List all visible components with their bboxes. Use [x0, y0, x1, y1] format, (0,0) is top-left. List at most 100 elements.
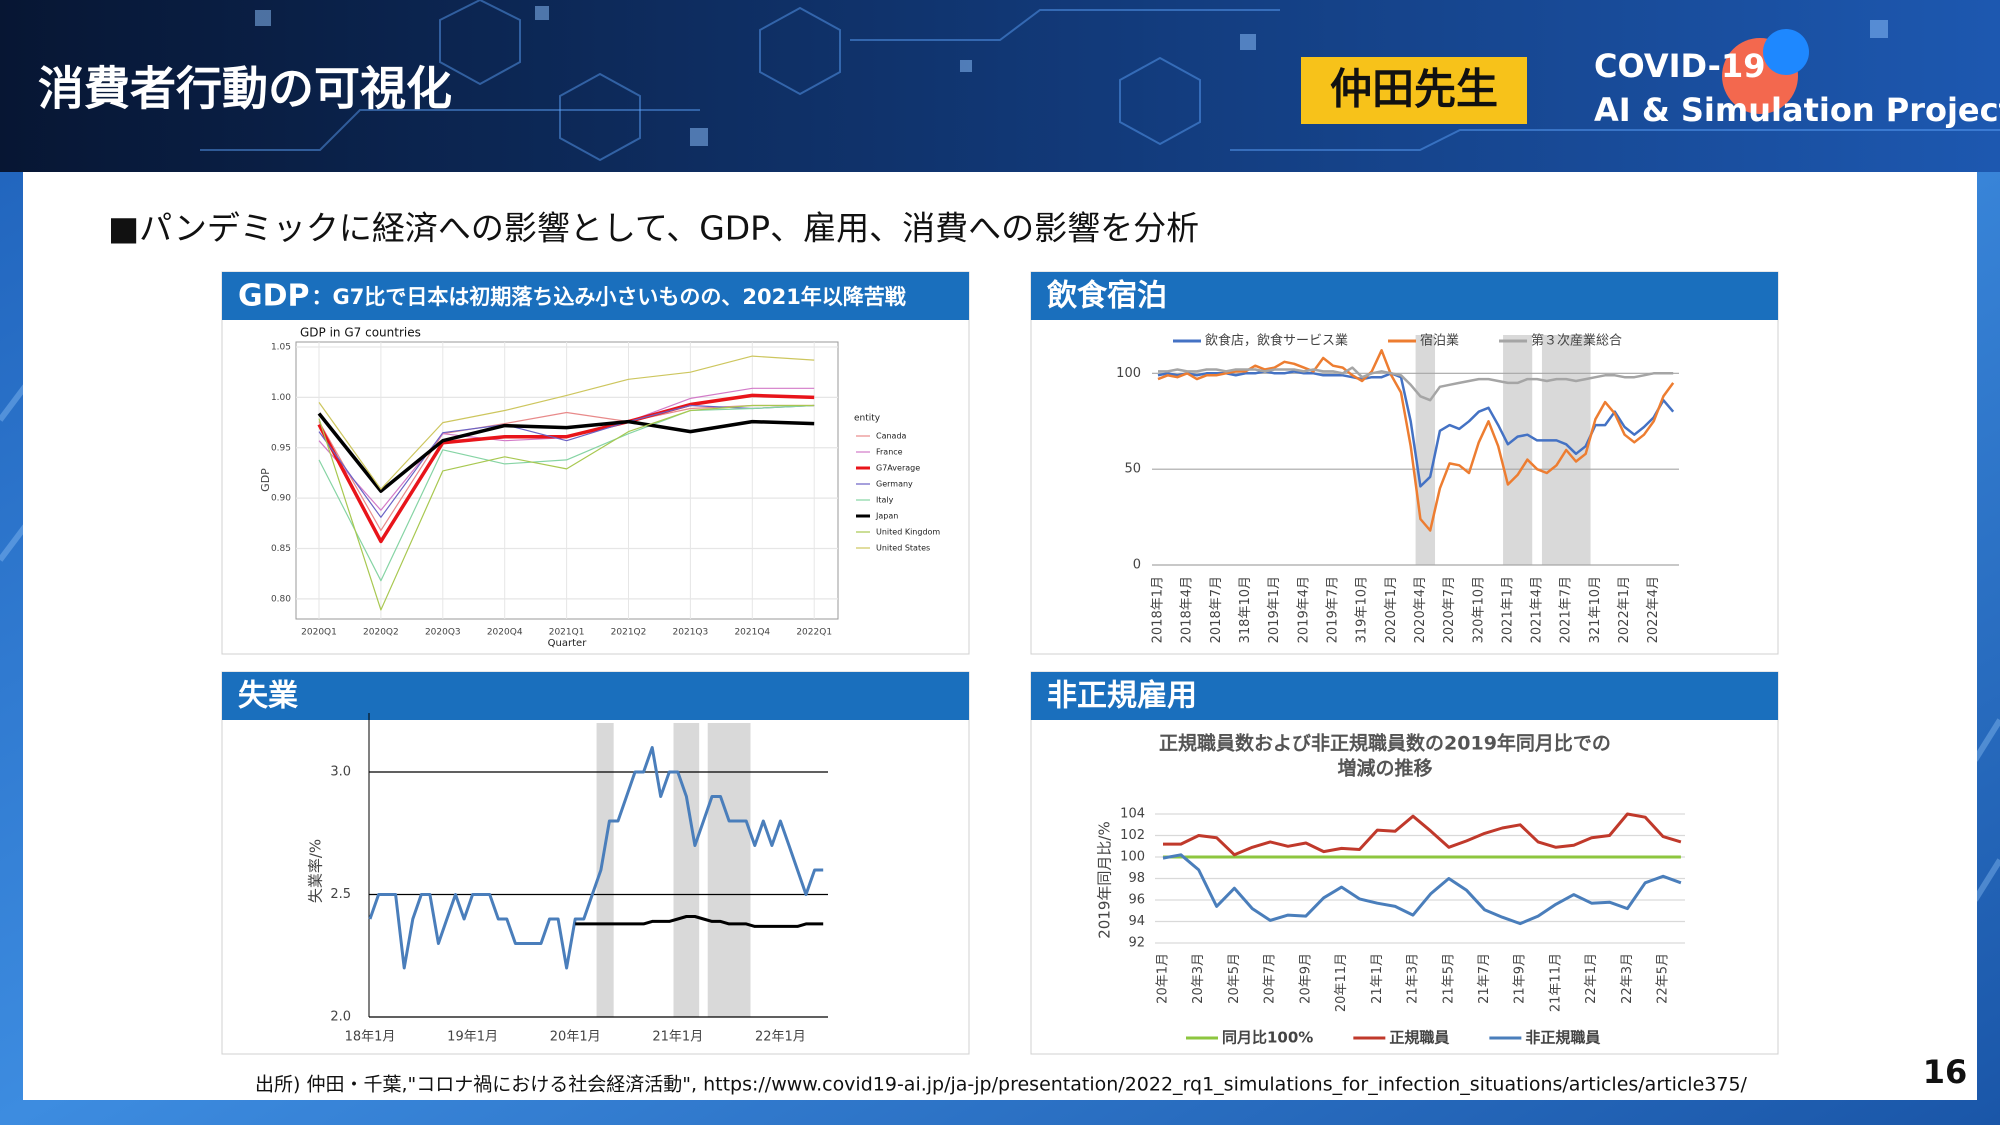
x-tick-label: 21年1月 — [1370, 953, 1385, 1004]
legend-label: Canada — [876, 432, 907, 441]
x-tick-label: 320年10月 — [1471, 576, 1486, 643]
slide-title: 消費者行動の可視化 — [38, 62, 452, 116]
y-axis-label: 失業率/% — [307, 839, 325, 903]
y-tick-label: 2.0 — [330, 1010, 351, 1025]
x-tick-label: 20年1月 — [550, 1030, 601, 1045]
x-tick-label: 2020Q1 — [301, 628, 337, 638]
x-tick-label: 21年1月 — [652, 1030, 703, 1045]
badge-box — [1301, 57, 1527, 124]
x-tick-label: 21年5月 — [1441, 953, 1456, 1004]
legend-label: Germany — [876, 480, 913, 489]
legend-label: 同月比100% — [1222, 1029, 1313, 1047]
legend-label: 非正規職員 — [1525, 1029, 1600, 1047]
series-line — [368, 746, 824, 970]
series-line — [1163, 812, 1682, 857]
panel — [221, 671, 970, 1055]
y-tick-label: 94 — [1128, 914, 1145, 929]
y-tick-label: 2.5 — [330, 887, 351, 902]
series-line — [317, 393, 815, 544]
lead-text: ■パンデミックに経済への影響として、GDP、雇用、消費への影響を分析 — [108, 209, 1199, 248]
x-tick-label: 2019年4月 — [1296, 576, 1311, 643]
panel — [1030, 271, 1779, 655]
x-tick-label: 2019年1月 — [1267, 576, 1282, 643]
legend-label: G7Average — [876, 464, 920, 473]
y-axis-label: 2019年同月比/% — [1096, 821, 1114, 938]
x-tick-label: 2021年1月 — [1500, 576, 1515, 643]
x-tick-label: 19年1月 — [447, 1030, 498, 1045]
shaded-period — [707, 723, 751, 1017]
x-tick-label: 318年10月 — [1238, 576, 1253, 643]
x-tick-label: 2022年4月 — [1646, 576, 1661, 643]
y-tick-label: 1.05 — [271, 343, 291, 353]
y-tick-label: 0.90 — [271, 494, 291, 504]
x-tick-label: 22年1月 — [1584, 953, 1599, 1004]
x-tick-label: 22年1月 — [755, 1030, 806, 1045]
x-tick-label: 2020年1月 — [1384, 576, 1399, 643]
shaded-period — [1415, 335, 1436, 565]
x-tick-label: 22年3月 — [1620, 953, 1635, 1004]
series-line — [318, 404, 815, 611]
y-tick-label: 0 — [1133, 558, 1141, 573]
x-tick-label: 22年5月 — [1656, 953, 1671, 1004]
legend-label: France — [876, 448, 903, 457]
chart-title: 正規職員数および非正規職員数の2019年同月比での — [1159, 732, 1611, 755]
legend-label: Japan — [875, 512, 898, 521]
shaded-period — [596, 723, 614, 1017]
x-tick-label: 20年7月 — [1263, 953, 1278, 1004]
shaded-period — [673, 723, 700, 1017]
x-tick-label: 2021Q1 — [549, 628, 585, 638]
panel-header — [1031, 672, 1778, 720]
y-tick-label: 102 — [1120, 828, 1145, 843]
legend-label: Italy — [876, 496, 894, 505]
series-line — [1162, 853, 1682, 926]
x-tick-label: 2022Q1 — [796, 628, 832, 638]
legend-label: United Kingdom — [876, 528, 940, 537]
x-tick-label: 2020年7月 — [1442, 576, 1457, 643]
legend-label: 第３次産業総合 — [1531, 333, 1622, 349]
legend-label: 飲食店，飲食サービス業 — [1205, 333, 1348, 349]
x-axis-label: Quarter — [548, 638, 588, 649]
y-tick-label: 0.95 — [271, 443, 291, 453]
x-tick-label: 2018年1月 — [1151, 576, 1166, 643]
legend-label: 正規職員 — [1389, 1029, 1449, 1047]
y-tick-label: 100 — [1116, 366, 1141, 381]
panel-heading: 飲食宿泊 — [1047, 279, 1167, 314]
panel-header — [222, 672, 969, 720]
x-tick-label: 21年11月 — [1548, 953, 1563, 1012]
x-tick-label: 2020Q2 — [363, 628, 399, 638]
badge: 仲田先生 — [1330, 65, 1498, 114]
x-tick-label: 2021Q4 — [734, 628, 770, 638]
series-line — [318, 404, 815, 582]
x-tick-label: 20年3月 — [1191, 953, 1206, 1004]
panel-heading: 失業 — [238, 679, 298, 714]
chart-title: GDP in G7 countries — [300, 326, 421, 340]
x-tick-label: 20年9月 — [1298, 953, 1313, 1004]
x-tick-label: 2018年4月 — [1180, 576, 1195, 643]
panel-heading: GDP — [238, 279, 310, 314]
x-tick-label: 2020年4月 — [1413, 576, 1428, 643]
x-tick-label: 21年3月 — [1406, 953, 1421, 1004]
banner-squares — [255, 6, 1888, 146]
series-line — [317, 412, 815, 493]
y-axis-label: GDP — [259, 468, 272, 492]
legend-title: entity — [854, 414, 881, 424]
x-tick-label: 2020Q4 — [487, 628, 523, 638]
y-tick-label: 1.00 — [271, 393, 291, 403]
banner-pattern — [200, 0, 2000, 162]
x-tick-label: 319年10月 — [1355, 576, 1370, 643]
x-tick-label: 21年7月 — [1477, 953, 1492, 1004]
project-name: COVID-19 — [1594, 47, 1765, 85]
x-tick-label: 2021年7月 — [1559, 576, 1574, 643]
series-line — [575, 915, 824, 928]
x-tick-label: 2018年7月 — [1209, 576, 1224, 643]
x-tick-label: 21年9月 — [1513, 953, 1528, 1004]
legend-label: 宿泊業 — [1420, 333, 1459, 349]
legend-label: United States — [876, 544, 930, 553]
x-tick-label: 20年1月 — [1156, 953, 1171, 1004]
panel — [221, 271, 970, 655]
y-tick-label: 0.85 — [271, 544, 291, 554]
x-tick-label: 2020Q3 — [425, 628, 461, 638]
y-tick-label: 92 — [1128, 936, 1145, 951]
panel-heading: 非正規雇用 — [1047, 679, 1197, 714]
